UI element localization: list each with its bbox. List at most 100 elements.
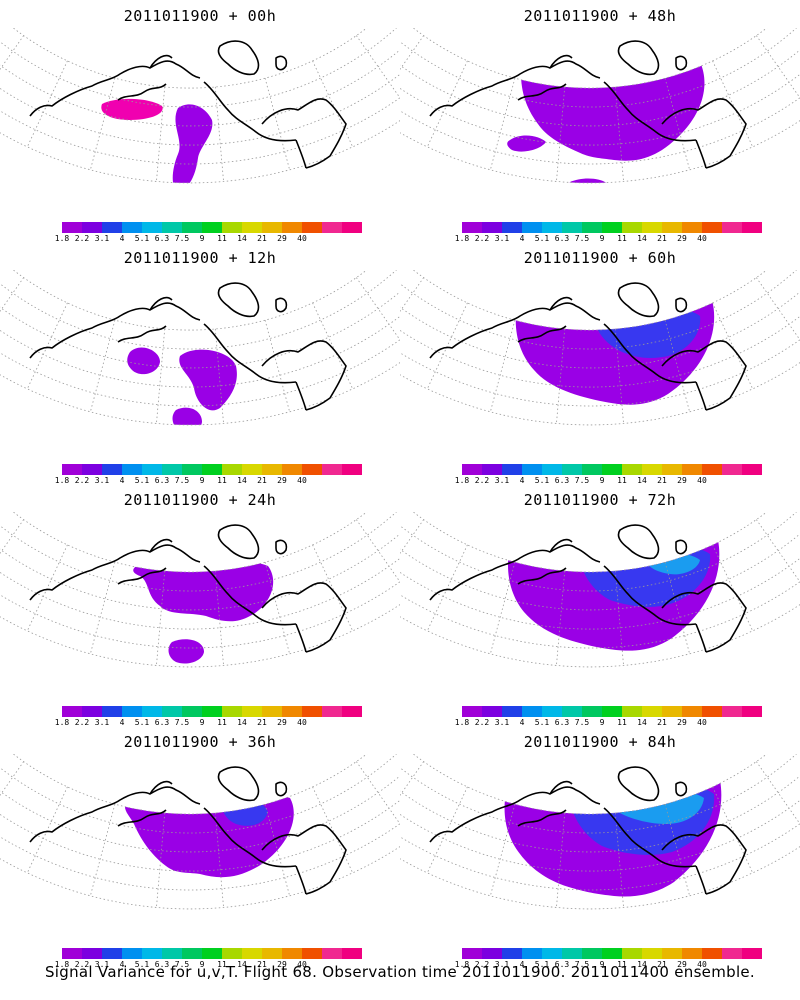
- colorbar-tick-label: 11: [617, 234, 627, 243]
- colorbar-tick-label: 7.5: [174, 960, 190, 969]
- colorbar-ticks: 1.8 2.2 3.1 4 5.1 6.3 7.5 9 11 14 21 29 40: [455, 718, 762, 728]
- latitude-gridline: [0, 533, 400, 611]
- panel-title: 2011011900 + 60h: [523, 249, 677, 267]
- meridian-gridline: [0, 277, 24, 313]
- meridian-gridline: [795, 270, 800, 312]
- map-panel: 2011011900 + 24h 1.8 2.2 3.1 4 5.1 6.3 7.5 9 11 14…: [0, 484, 400, 727]
- colorbar-ticks: 1.8 2.2 3.1 4 5.1 6.3 7.5 9 11 14 21 29 40: [455, 476, 762, 486]
- colorbar-swatch: [642, 464, 662, 475]
- colorbar-tick-label: 3.1: [94, 718, 110, 727]
- colorbar-swatch: [162, 706, 182, 717]
- coastline: [295, 865, 307, 895]
- latitude-gridline: [412, 512, 768, 573]
- colorbar-tick-label: 11: [617, 960, 627, 969]
- colorbar-swatch: [222, 706, 242, 717]
- colorbar-tick-label: 6.3: [154, 234, 170, 243]
- colorbar-ticks: 1.8 2.2 3.1 4 5.1 6.3 7.5 9 11 14 21 29 40: [55, 960, 362, 970]
- coastline: [149, 296, 173, 311]
- coastline: [549, 296, 573, 311]
- coastline: [549, 54, 573, 69]
- colorbar-swatch: [602, 222, 622, 233]
- coastline: [203, 807, 297, 868]
- colorbar-tick-label: 14: [637, 234, 647, 243]
- latitude-gridline: [0, 270, 397, 350]
- colorbar-swatch: [62, 706, 82, 717]
- colorbar-swatch: [342, 222, 362, 233]
- polar-map: [0, 28, 400, 184]
- polar-map: [400, 270, 800, 426]
- coastline: [695, 865, 707, 895]
- meridian-gridline: [426, 544, 468, 632]
- colorbar-swatch: [622, 222, 642, 233]
- latitude-gridline: [0, 557, 400, 630]
- colorbar-tick-label: 6.3: [154, 476, 170, 485]
- colorbar-swatch: [102, 706, 122, 717]
- colorbar-swatch: [542, 464, 562, 475]
- colorbar-tick-label: 2.2: [474, 476, 490, 485]
- colorbar-tick-label: 11: [217, 234, 227, 243]
- colorbar-swatch: [682, 222, 702, 233]
- colorbar-swatch: [702, 464, 722, 475]
- colorbar-swatch: [522, 222, 542, 233]
- colorbar: [62, 222, 362, 233]
- latitude-gridline: [0, 799, 400, 872]
- colorbar-tick-label: 21: [657, 234, 667, 243]
- coastline: [275, 55, 288, 71]
- colorbar-swatch: [162, 464, 182, 475]
- colorbar-swatch: [562, 464, 582, 475]
- colorbar-swatch: [142, 706, 162, 717]
- colorbar-tick-label: 40: [297, 234, 307, 243]
- colorbar-tick-label: 1.8: [454, 960, 470, 969]
- colorbar-tick-label: 1.8: [454, 718, 470, 727]
- colorbar-tick-label: 11: [617, 476, 627, 485]
- colorbar-tick-label: 3.1: [494, 234, 510, 243]
- colorbar-tick-label: 9: [599, 718, 605, 727]
- colorbar-swatch: [622, 948, 642, 959]
- colorbar-swatch: [462, 948, 482, 959]
- colorbar-swatch: [462, 222, 482, 233]
- colorbar-tick-label: 21: [657, 718, 667, 727]
- colorbar-swatch: [742, 464, 762, 475]
- colorbar-swatch: [242, 948, 262, 959]
- colorbar-swatch: [342, 948, 362, 959]
- colorbar-tick-label: 2.2: [474, 718, 490, 727]
- colorbar-swatch: [322, 706, 342, 717]
- latitude-gridline: [412, 270, 768, 331]
- polar-map: [0, 270, 400, 426]
- map-panel: 2011011900 + 72h 1.8 2.2 3.1 4 5.1 6.3 7.5 9 11 14…: [400, 484, 800, 728]
- colorbar-tick-label: 2.2: [74, 476, 90, 485]
- colorbar-tick-label: 21: [257, 476, 267, 485]
- colorbar-tick-label: 29: [277, 234, 287, 243]
- coastline: [617, 766, 660, 802]
- latitude-gridline: [400, 799, 800, 872]
- colorbar-swatch: [262, 464, 282, 475]
- panel-title: 2011011900 + 72h: [523, 491, 677, 509]
- colorbar-swatch: [122, 706, 142, 717]
- colorbar-tick-label: 7.5: [174, 476, 190, 485]
- colorbar-tick-label: 5.1: [134, 476, 150, 485]
- panel-title: 2011011900 + 48h: [523, 7, 677, 25]
- colorbar-tick-label: 11: [217, 718, 227, 727]
- colorbar-tick-label: 4: [519, 234, 525, 243]
- colorbar-swatch: [302, 464, 322, 475]
- coastline: [549, 780, 573, 795]
- colorbar-swatch: [242, 222, 262, 233]
- latitude-gridline: [400, 315, 800, 388]
- latitude-gridline: [400, 557, 800, 630]
- map-panel: 2011011900 + 84h 1.8 2.2 3.1 4 5.1 6.3 7.5 9 11 14…: [400, 726, 800, 969]
- colorbar-tick-label: 6.3: [554, 476, 570, 485]
- colorbar: [62, 464, 362, 475]
- coastline: [117, 809, 167, 827]
- variance-shading: [172, 407, 202, 425]
- coastline: [295, 623, 307, 653]
- figure-caption: Signal Variance for u,v,T. Flight 68. Ob…: [44, 963, 756, 981]
- colorbar-tick-label: 40: [697, 476, 707, 485]
- meridian-gridline: [756, 277, 800, 341]
- latitude-gridline: [400, 291, 800, 369]
- meridian-gridline: [312, 544, 354, 632]
- coastline: [261, 98, 347, 169]
- colorbar-tick-label: 3.1: [494, 718, 510, 727]
- colorbar-swatch: [562, 222, 582, 233]
- colorbar-tick-label: 11: [217, 960, 227, 969]
- colorbar-tick-label: 1.8: [54, 718, 70, 727]
